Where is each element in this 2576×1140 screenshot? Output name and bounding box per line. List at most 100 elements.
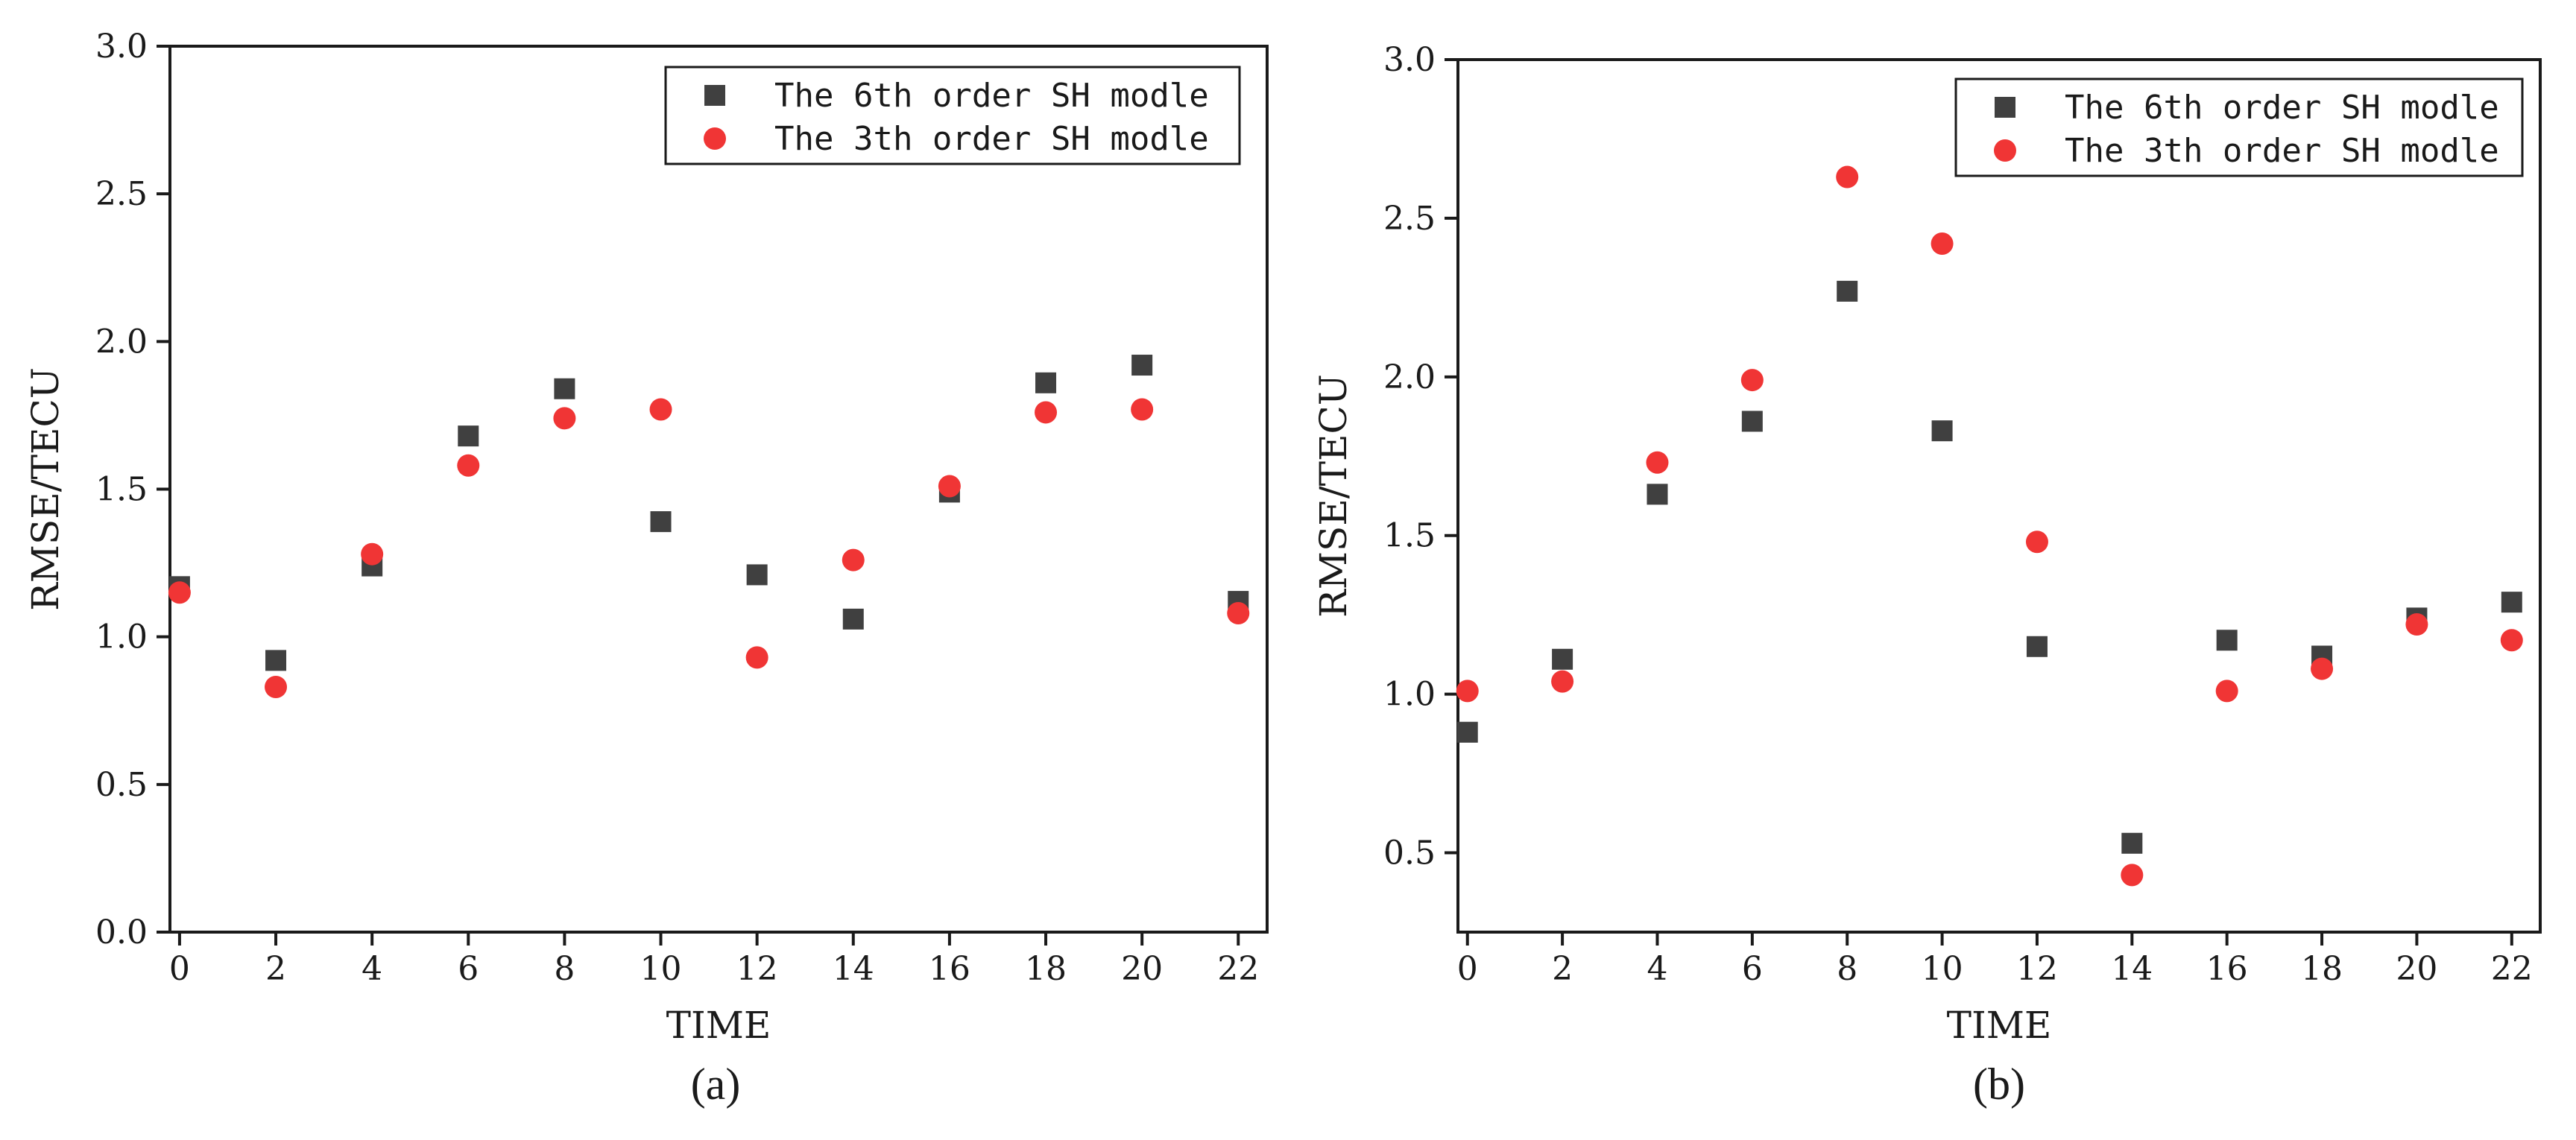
data-point-6th-order <box>1035 372 1057 393</box>
data-point-3th-order <box>649 398 672 421</box>
data-point-3th-order <box>1836 165 1859 189</box>
x-tick-label: 0 <box>169 950 190 988</box>
x-tick-label: 20 <box>2396 950 2437 988</box>
legend-marker-square <box>704 85 725 106</box>
legend-label: The 3th order SH modle <box>774 120 1209 158</box>
x-tick-label: 14 <box>2111 950 2153 988</box>
data-point-6th-order <box>1931 420 1953 442</box>
data-point-3th-order <box>2025 531 2048 554</box>
data-point-6th-order <box>2216 630 2238 651</box>
data-point-6th-order <box>842 608 864 630</box>
data-point-3th-order <box>938 475 961 498</box>
data-point-6th-order <box>2121 832 2143 854</box>
x-tick-label: 4 <box>1647 950 1667 988</box>
y-tick-label: 0.5 <box>95 766 148 804</box>
data-point-6th-order <box>1456 721 1478 743</box>
data-point-3th-order <box>265 676 288 699</box>
data-point-3th-order <box>2500 629 2523 652</box>
x-tick-label: 12 <box>2016 950 2058 988</box>
data-point-6th-order <box>2501 592 2522 613</box>
legend-label: The 3th order SH modle <box>2065 132 2499 170</box>
data-point-6th-order <box>458 425 479 447</box>
y-tick-label: 1.0 <box>1383 676 1436 714</box>
y-axis-title: RMSE/TECU <box>1312 374 1355 618</box>
data-point-3th-order <box>2215 680 2238 703</box>
legend-box <box>664 66 1241 165</box>
y-tick-label: 2.0 <box>95 323 148 361</box>
y-tick-label: 3.0 <box>1383 41 1436 79</box>
data-point-3th-order <box>1646 451 1669 474</box>
panel-b: 0 2 4 6 8 10 12 14 16 18 20 22 0.5 1.0 1.5 2.0 2.5 3.0 TIM… <box>1312 41 2542 1109</box>
data-point-3th-order <box>361 542 384 566</box>
data-point-3th-order <box>168 581 191 604</box>
x-tick-label: 6 <box>458 950 479 988</box>
legend-marker-circle <box>704 127 726 150</box>
data-point-3th-order <box>2311 657 2334 680</box>
data-point-6th-order <box>746 564 768 586</box>
data-point-3th-order <box>1456 680 1479 703</box>
x-tick-label: 16 <box>929 950 970 988</box>
legend-box <box>1954 77 2524 177</box>
data-point-6th-order <box>1837 280 1858 302</box>
data-point-3th-order <box>1227 601 1250 624</box>
y-tick-label: 0.5 <box>1383 835 1436 873</box>
panel-a: 0 2 4 6 8 10 12 14 16 18 20 22 0.0 0.5 1.0 1.5 2.0 2.5 3.0… <box>24 28 1269 1109</box>
y-tick-label: 2.0 <box>1383 358 1436 396</box>
x-tick-label: 8 <box>554 950 575 988</box>
panel-caption: (b) <box>1973 1060 2025 1109</box>
data-point-3th-order <box>553 407 576 430</box>
legend-label: The 6th order SH modle <box>774 77 1209 115</box>
y-tick-label: 2.5 <box>95 175 148 213</box>
x-tick-label: 4 <box>362 950 382 988</box>
panel-caption: (a) <box>691 1060 741 1109</box>
data-point-6th-order <box>1552 648 1573 670</box>
y-tick-label: 1.5 <box>95 471 148 509</box>
legend-label: The 6th order SH modle <box>2065 89 2499 127</box>
data-point-3th-order <box>1740 369 1764 392</box>
x-axis-title: TIME <box>666 1004 771 1047</box>
data-point-3th-order <box>842 548 865 571</box>
data-point-3th-order <box>457 454 480 477</box>
data-point-3th-order <box>2121 864 2144 887</box>
legend-marker-square <box>1995 97 2015 118</box>
data-point-6th-order <box>1741 411 1763 432</box>
x-tick-label: 18 <box>2301 950 2343 988</box>
data-point-3th-order <box>1035 401 1058 424</box>
data-point-6th-order <box>1131 355 1153 376</box>
x-tick-label: 16 <box>2206 950 2248 988</box>
plot-frame <box>1456 58 2542 934</box>
x-axis-title: TIME <box>1947 1004 2052 1047</box>
x-tick-label: 18 <box>1025 950 1067 988</box>
x-tick-label: 14 <box>833 950 874 988</box>
y-tick-label: 3.0 <box>95 28 148 66</box>
y-axis-title: RMSE/TECU <box>24 367 67 611</box>
data-point-6th-order <box>2026 636 2048 657</box>
x-tick-label: 8 <box>1837 950 1857 988</box>
x-tick-label: 20 <box>1121 950 1163 988</box>
x-tick-label: 2 <box>265 950 286 988</box>
x-tick-label: 0 <box>1457 950 1478 988</box>
data-point-6th-order <box>1647 484 1668 505</box>
x-tick-label: 22 <box>2491 950 2533 988</box>
y-tick-label: 0.0 <box>95 913 148 951</box>
data-point-3th-order <box>745 646 768 669</box>
x-tick-label: 22 <box>1217 950 1259 988</box>
data-point-3th-order <box>1131 398 1154 421</box>
x-tick-label: 2 <box>1552 950 1573 988</box>
y-tick-label: 1.0 <box>95 618 148 656</box>
data-point-3th-order <box>2405 612 2428 636</box>
legend-marker-circle <box>1994 139 2016 162</box>
data-point-6th-order <box>265 650 287 671</box>
x-tick-label: 10 <box>1922 950 1963 988</box>
data-point-6th-order <box>554 378 575 399</box>
plot-frame <box>168 45 1269 934</box>
data-point-3th-order <box>1931 232 1954 255</box>
y-tick-label: 1.5 <box>1383 517 1436 555</box>
y-tick-label: 2.5 <box>1383 200 1436 238</box>
x-tick-label: 12 <box>736 950 778 988</box>
x-tick-label: 6 <box>1742 950 1763 988</box>
data-point-6th-order <box>650 511 672 533</box>
data-point-3th-order <box>1551 670 1574 693</box>
